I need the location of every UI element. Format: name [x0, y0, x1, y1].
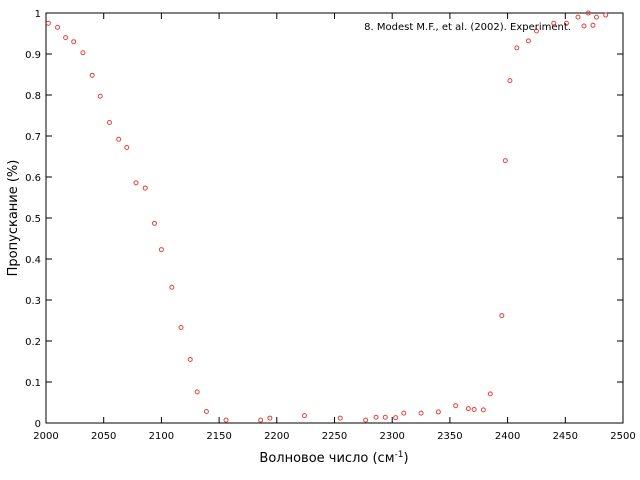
x-tick-label: 2450	[553, 431, 578, 442]
data-point	[106, 119, 112, 125]
data-point	[590, 22, 596, 28]
data-point	[507, 78, 513, 84]
x-tick-label: 2050	[91, 431, 116, 442]
data-point	[465, 406, 471, 412]
data-point	[258, 417, 264, 423]
data-point	[502, 158, 508, 164]
data-point	[525, 38, 531, 44]
data-point	[71, 39, 77, 45]
data-point	[223, 417, 229, 423]
data-point	[80, 50, 86, 56]
legend-marker	[581, 23, 587, 29]
data-point	[203, 409, 209, 415]
data-point	[435, 409, 441, 415]
data-point	[401, 410, 407, 416]
data-point	[603, 12, 609, 18]
data-point	[453, 403, 459, 409]
y-tick-label: 1	[35, 9, 41, 20]
data-point	[363, 417, 369, 423]
y-tick-label: 0.1	[25, 378, 41, 389]
data-point	[418, 410, 424, 416]
data-point	[585, 10, 591, 16]
data-point	[480, 407, 486, 413]
data-point	[187, 356, 193, 362]
legend-label: 8. Modest M.F., et al. (2002). Experimen…	[364, 22, 571, 33]
data-point	[382, 414, 388, 420]
x-tick-label: 2150	[206, 431, 231, 442]
data-point	[487, 391, 493, 397]
data-point	[267, 415, 273, 421]
data-point	[89, 72, 95, 78]
x-tick-label: 2000	[33, 431, 58, 442]
data-point	[301, 413, 307, 419]
data-point	[124, 144, 130, 150]
y-tick-label: 0.4	[25, 255, 41, 266]
data-point	[63, 35, 69, 41]
plot-frame	[45, 12, 624, 424]
y-tick-label: 0.5	[25, 214, 41, 225]
y-tick-label: 0.9	[25, 50, 41, 61]
data-point	[575, 14, 581, 20]
x-tick-label: 2300	[379, 431, 404, 442]
data-point	[533, 28, 539, 34]
data-point	[151, 220, 157, 226]
data-point	[169, 284, 175, 290]
x-tick-label: 2400	[495, 431, 520, 442]
data-point	[471, 406, 477, 412]
data-point	[563, 20, 569, 26]
x-axis-label: Волновое число (см-1)	[259, 450, 408, 466]
data-point	[116, 136, 122, 142]
y-tick-label: 0.3	[25, 296, 41, 307]
data-point	[194, 389, 200, 395]
data-point	[593, 14, 599, 20]
y-tick-label: 0.6	[25, 173, 41, 184]
data-point	[97, 93, 103, 99]
data-point	[499, 313, 505, 319]
data-point	[393, 415, 399, 421]
y-axis: 0 0.1 0.2 0.3 0.4 0.5 0.6 0.7 0.8 0.9 1	[25, 9, 623, 430]
x-tick-label: 2200	[264, 431, 289, 442]
data-point	[133, 180, 139, 186]
data-points	[45, 10, 609, 423]
y-axis-label: Пропускание (%)	[6, 160, 21, 277]
data-point	[142, 185, 148, 191]
data-point	[158, 247, 164, 253]
data-point	[45, 20, 51, 26]
x-tick-label: 2100	[149, 431, 174, 442]
x-tick-label: 2350	[437, 431, 462, 442]
y-tick-label: 0.7	[25, 132, 41, 143]
data-point	[55, 24, 61, 30]
y-tick-label: 0.8	[25, 91, 41, 102]
data-point	[551, 20, 557, 26]
y-tick-label: 0.2	[25, 337, 41, 348]
x-tick-label: 2500	[610, 431, 635, 442]
y-tick-label: 0	[35, 419, 41, 430]
data-point	[373, 414, 379, 420]
data-point	[178, 324, 184, 330]
x-tick-label: 2250	[322, 431, 347, 442]
data-point	[514, 45, 520, 51]
x-axis: 2000 2050 2100 2150 2200 2250 2300 2350 2400 2450…	[33, 13, 636, 442]
data-point	[337, 415, 343, 421]
